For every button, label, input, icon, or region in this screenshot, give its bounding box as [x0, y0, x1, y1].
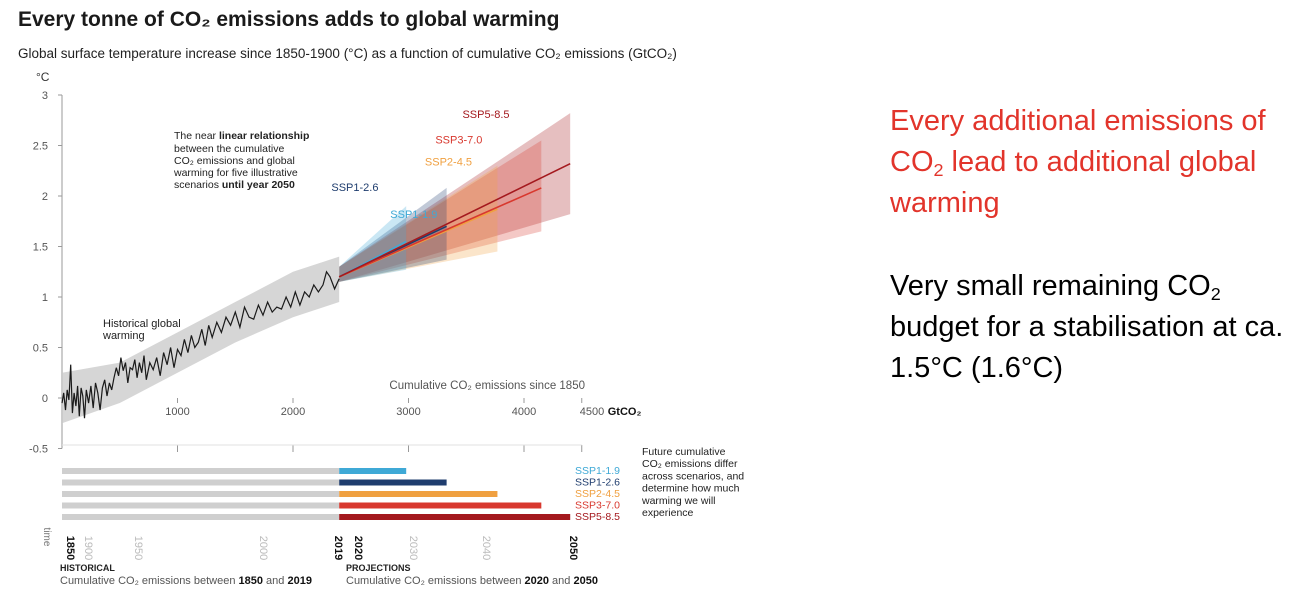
label-SSP1-2.6: SSP1-2.6 — [331, 182, 378, 194]
timeline-time-label: time — [41, 528, 52, 547]
y-tick-label: 1 — [42, 292, 48, 304]
y-tick-label: 1.5 — [33, 242, 48, 254]
y-tick-label: 2.5 — [33, 141, 48, 153]
band-SSP2-4.5 — [339, 165, 498, 282]
timeline-note: warming we will — [641, 495, 716, 507]
bar-label-SSP2-4.5: SSP2-4.5 — [575, 488, 620, 500]
band-SSP1-1.9 — [339, 206, 407, 282]
timeline-note: experience — [642, 507, 694, 519]
timeline-year: 2000 — [257, 536, 269, 560]
history-layer — [61, 256, 340, 424]
side-message-2: Very small remaining CO2 budget for a st… — [890, 270, 1284, 384]
projection-lines — [338, 162, 571, 278]
annotation-linear: The near linear relationship — [174, 130, 309, 142]
timeline-note: determine how much — [642, 483, 740, 495]
annotation-linear-line: between the cumulative — [174, 143, 284, 155]
x-tick-label: 2000 — [281, 406, 305, 418]
bar-SSP2-4.5 — [339, 491, 498, 497]
projections-head: PROJECTIONS — [346, 563, 411, 573]
bar-label-SSP3-7.0: SSP3-7.0 — [575, 500, 620, 512]
x-tick-label: 1000 — [165, 406, 189, 418]
x-axis-label: Cumulative CO₂ emissions since 1850 — [389, 380, 585, 392]
bar-historical — [62, 502, 340, 509]
timeline-year: 1950 — [132, 536, 144, 560]
label-SSP3-7.0: SSP3-7.0 — [435, 134, 482, 146]
timeline-year: 1900 — [82, 536, 94, 560]
axes-layer: °C 3 2.5 2 1.5 1 0.5 0 -0.5 1000 2000 3000 4000 4500 G… — [29, 70, 641, 456]
annotation-linear-line: scenarios until year 2050 — [174, 179, 295, 191]
bar-historical — [62, 479, 340, 486]
bar-historical — [62, 491, 340, 497]
timeline-year: 1850 — [64, 536, 76, 560]
chart-title: Every tonne of CO₂ emissions adds to glo… — [18, 8, 560, 31]
x-tick-label: 4000 — [512, 406, 536, 418]
timeline-layer: SSP1-1.9SSP1-2.6SSP2-4.5SSP3-7.0SSP5-8.5… — [41, 444, 744, 587]
band-SSP5-8.5 — [339, 113, 571, 282]
projection-bands — [339, 113, 571, 282]
timeline-year: 2030 — [407, 536, 419, 560]
timeline-note: across scenarios, and — [642, 470, 744, 482]
projections-caption: Cumulative CO₂ emissions between 2020 an… — [346, 575, 598, 587]
line-SSP3-7.0 — [338, 187, 542, 278]
side-message-1: Every additional emissions of CO2 lead t… — [890, 105, 1266, 219]
timeline-note: CO₂ emissions differ — [642, 458, 738, 470]
y-tick-label: 2 — [42, 191, 48, 203]
band-SSP1-2.6 — [339, 187, 447, 282]
timeline-year: 2020 — [352, 536, 364, 560]
bar-SSP1-1.9 — [339, 468, 407, 474]
bar-label-SSP1-2.6: SSP1-2.6 — [575, 477, 620, 489]
bar-historical — [62, 514, 340, 520]
bar-SSP1-2.6 — [339, 479, 447, 486]
chart-subtitle: Global surface temperature increase sinc… — [18, 46, 677, 61]
label-SSP2-4.5: SSP2-4.5 — [425, 157, 472, 169]
timeline-year: 2019 — [332, 536, 344, 560]
annotation-linear-line: warming for five illustrative — [173, 167, 298, 179]
y-axis-unit: °C — [36, 70, 50, 84]
timeline-year: 2040 — [480, 536, 492, 560]
x-tick-label: 3000 — [396, 406, 420, 418]
history-uncertainty-band — [62, 256, 340, 424]
historical-caption: Cumulative CO₂ emissions between 1850 an… — [60, 575, 312, 587]
y-tick-label: 3 — [42, 90, 48, 102]
y-tick-label: 0.5 — [33, 343, 48, 355]
y-tick-label: -0.5 — [29, 444, 48, 456]
bar-label-SSP5-8.5: SSP5-8.5 — [575, 511, 620, 523]
annotation-history: warming — [102, 330, 145, 342]
y-tick-label: 0 — [42, 393, 48, 405]
bar-SSP5-8.5 — [339, 514, 571, 520]
timeline-year: 2050 — [567, 536, 579, 560]
label-SSP5-8.5: SSP5-8.5 — [462, 109, 509, 121]
x-unit-label: GtCO₂ — [608, 406, 642, 418]
bar-SSP3-7.0 — [339, 502, 542, 509]
annotation-history: Historical global — [103, 318, 181, 330]
labels-layer: SSP1-1.9 SSP1-2.6 SSP2-4.5 SSP3-7.0 SSP5-8.5… — [102, 109, 510, 342]
chart-canvas: °C 3 2.5 2 1.5 1 0.5 0 -0.5 1000 2000 3000 4000 4500 G… — [29, 70, 744, 587]
bar-historical — [62, 468, 340, 474]
band-SSP3-7.0 — [339, 140, 542, 282]
historical-head: HISTORICAL — [60, 563, 115, 573]
bar-label-SSP1-1.9: SSP1-1.9 — [575, 465, 620, 477]
line-SSP5-8.5 — [338, 162, 571, 278]
annotation-linear-line: CO₂ emissions and global — [174, 155, 295, 167]
x-tick-label: 4500 — [580, 406, 604, 418]
timeline-note: Future cumulative — [642, 446, 726, 458]
history-line — [61, 270, 340, 419]
label-SSP1-1.9: SSP1-1.9 — [390, 209, 437, 221]
